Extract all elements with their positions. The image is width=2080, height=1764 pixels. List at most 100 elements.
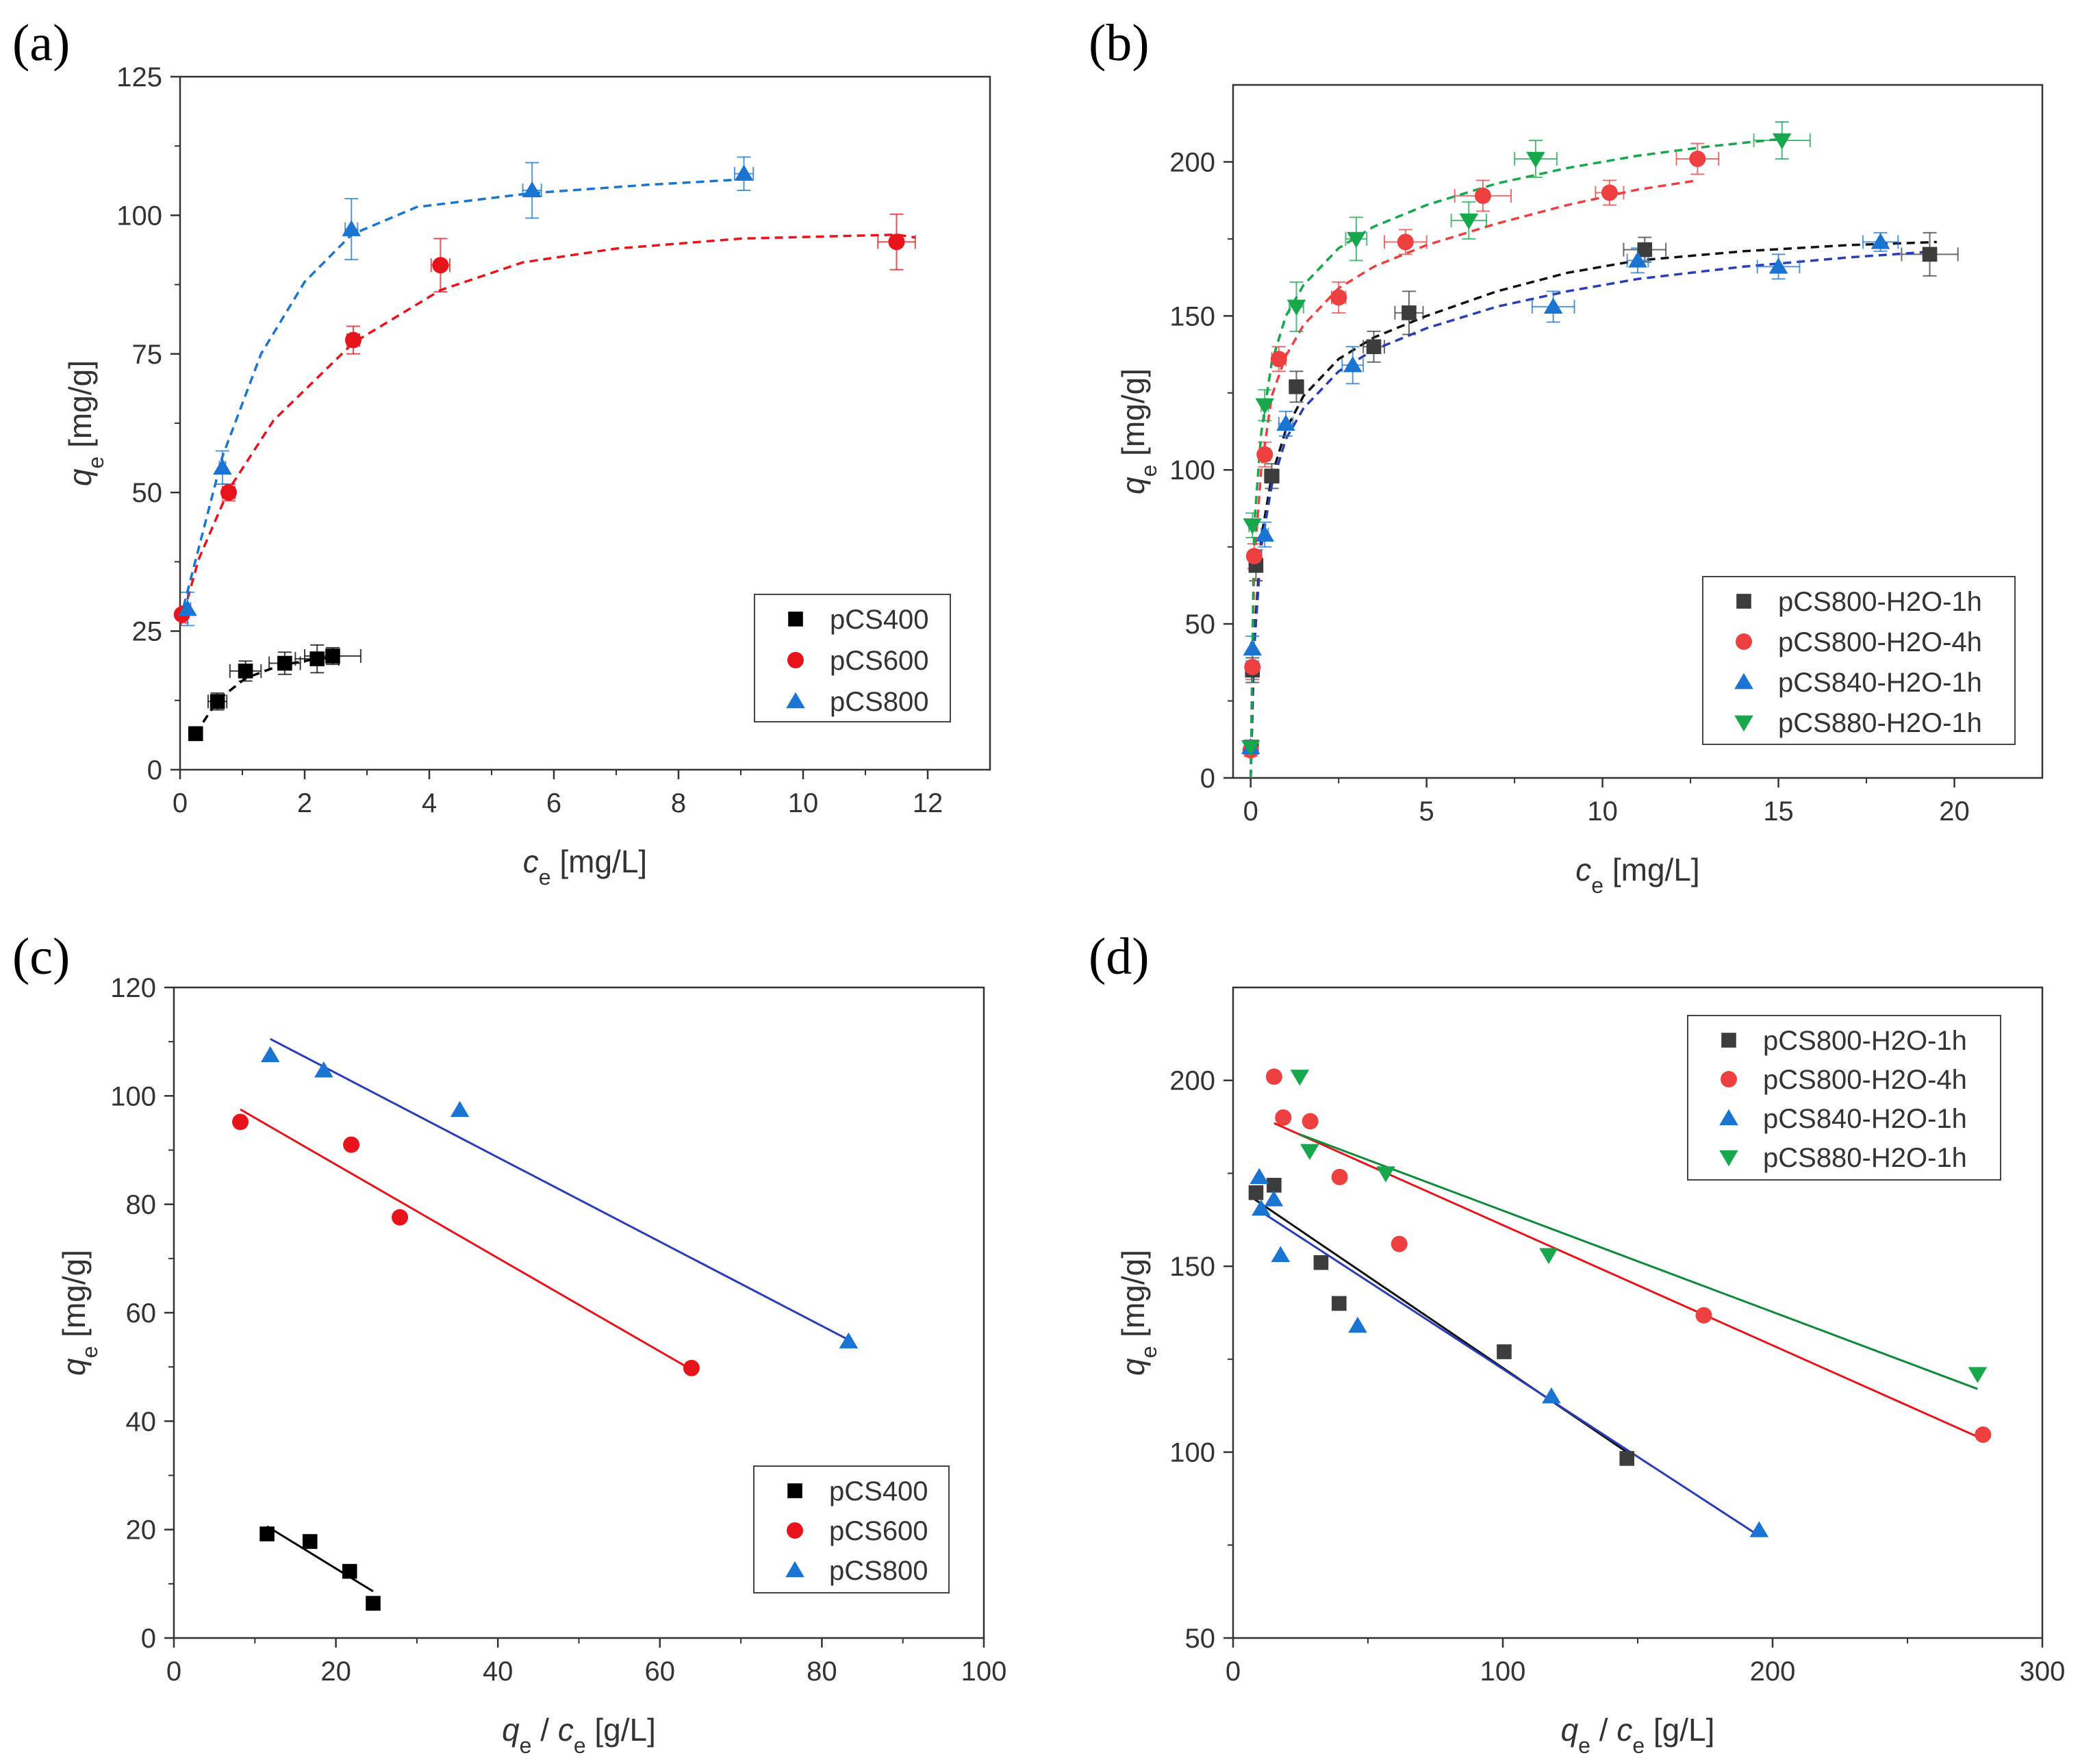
data-point-pCS880-H2O-1h bbox=[1300, 1144, 1319, 1161]
data-point-pCS600 bbox=[343, 1136, 360, 1153]
legend-marker-pCS880-H2O-1h bbox=[1719, 1150, 1738, 1167]
data-point-pCS800-H2O-1h bbox=[1366, 339, 1382, 355]
x-tick-label: 6 bbox=[546, 788, 561, 818]
y-tick-label: 75 bbox=[132, 340, 163, 370]
y-axis-title: qe [mg/g] bbox=[1115, 1250, 1161, 1376]
y-tick-label: 0 bbox=[1200, 764, 1215, 794]
data-point-pCS800-H2O-1h bbox=[1637, 242, 1653, 257]
data-point-pCS880-H2O-1h bbox=[1255, 398, 1275, 414]
y-tick-label: 200 bbox=[1169, 147, 1215, 177]
y-tick-label: 200 bbox=[1169, 1066, 1215, 1096]
data-point-pCS400 bbox=[302, 1534, 318, 1549]
data-point-pCS880-H2O-1h bbox=[1241, 740, 1260, 757]
data-point-pCS840-H2O-1h bbox=[1870, 233, 1890, 249]
legend-label: pCS600 bbox=[830, 646, 929, 676]
legend-box bbox=[1702, 576, 2016, 745]
x-tick-label: 10 bbox=[1587, 796, 1618, 827]
data-point-pCS800-H2O-1h bbox=[1922, 247, 1938, 262]
x-tick-label: 200 bbox=[1750, 1656, 1796, 1687]
legend: pCS400 pCS600 pCS800 bbox=[754, 594, 951, 722]
legend: pCS800-H2O-1h pCS800-H2O-4h pCS840-H2O-1h p… bbox=[1702, 576, 2016, 745]
data-point-pCS800-H2O-1h bbox=[1332, 1296, 1347, 1311]
data-point-pCS840-H2O-1h bbox=[1749, 1521, 1769, 1537]
x-axis-title: ce [mg/L] bbox=[523, 844, 647, 890]
legend-marker-pCS600 bbox=[787, 1522, 803, 1539]
data-point-pCS840-H2O-1h bbox=[1264, 1190, 1284, 1207]
panel-label-a: (a) bbox=[12, 14, 70, 72]
legend-marker-pCS800-H2O-4h bbox=[1721, 1071, 1737, 1087]
legend-marker-pCS840-H2O-1h bbox=[1734, 672, 1753, 690]
legend-marker-pCS880-H2O-1h bbox=[1734, 715, 1753, 732]
y-tick-label: 125 bbox=[116, 62, 162, 92]
legend-label: pCS800 bbox=[830, 687, 929, 717]
y-tick-label: 80 bbox=[126, 1190, 157, 1220]
x-tick-label: 12 bbox=[913, 788, 943, 818]
legend-marker-pCS800-H2O-4h bbox=[1736, 633, 1752, 650]
data-point-pCS840-H2O-1h bbox=[1243, 639, 1263, 656]
fit-line-pCS800-H2O-4h bbox=[1273, 1122, 1983, 1440]
y-tick-label: 150 bbox=[1169, 1252, 1215, 1282]
data-point-pCS600 bbox=[232, 1113, 249, 1131]
chart-d-scatchard: 0 100 200 300 50 100 150 200 qe / ce [g/L] qe [mg… bbox=[1115, 986, 2066, 1758]
legend-marker-pCS600 bbox=[787, 652, 804, 668]
legend-box bbox=[1687, 1015, 2001, 1181]
data-point-pCS800-H2O-4h bbox=[1270, 351, 1287, 368]
legend-label: pCS800-H2O-1h bbox=[1763, 1026, 1967, 1056]
legend-label: pCS600 bbox=[829, 1516, 928, 1546]
y-axis-title: qe [mg/g] bbox=[56, 1250, 102, 1376]
x-tick-label: 8 bbox=[671, 788, 686, 818]
data-point-pCS800-H2O-1h bbox=[1289, 379, 1304, 394]
y-axis-title: qe [mg/g] bbox=[1115, 368, 1161, 494]
legend-label: pCS800 bbox=[829, 1556, 928, 1586]
data-point-pCS800-H2O-1h bbox=[1313, 1255, 1329, 1270]
data-point-pCS880-H2O-1h bbox=[1290, 1070, 1310, 1086]
data-point-pCS840-H2O-1h bbox=[1252, 1199, 1271, 1216]
legend-label: pCS800-H2O-1h bbox=[1778, 587, 1982, 617]
y-tick-label: 60 bbox=[126, 1298, 157, 1328]
x-axis-title: qe / ce [g/L] bbox=[1561, 1712, 1715, 1758]
y-tick-label: 0 bbox=[141, 1624, 156, 1654]
x-axis-title: qe / ce [g/L] bbox=[502, 1712, 656, 1758]
x-tick-label: 0 bbox=[1243, 796, 1258, 827]
x-tick-label: 15 bbox=[1763, 796, 1794, 827]
data-point-pCS880-H2O-1h bbox=[1286, 299, 1306, 316]
legend-marker-pCS800-H2O-1h bbox=[1721, 1033, 1736, 1048]
y-tick-label: 100 bbox=[1169, 455, 1215, 486]
legend-box bbox=[754, 594, 951, 722]
x-tick-label: 60 bbox=[645, 1656, 676, 1687]
x-tick-label: 300 bbox=[2020, 1656, 2066, 1687]
x-tick-label: 80 bbox=[807, 1656, 837, 1687]
legend-label: pCS800-H2O-4h bbox=[1778, 627, 1982, 657]
data-point-pCS800-H2O-1h bbox=[1497, 1344, 1512, 1359]
plot-frame bbox=[1232, 84, 2044, 779]
y-tick-label: 100 bbox=[116, 201, 162, 231]
data-point-pCS800-H2O-4h bbox=[1265, 1068, 1282, 1085]
data-point-pCS880-H2O-1h bbox=[1459, 213, 1479, 230]
data-point-pCS840-H2O-1h bbox=[1543, 297, 1563, 314]
data-point-pCS800-H2O-4h bbox=[1302, 1113, 1319, 1130]
x-tick-label: 20 bbox=[320, 1656, 351, 1687]
x-tick-label: 100 bbox=[1480, 1656, 1526, 1687]
y-tick-label: 150 bbox=[1169, 301, 1215, 331]
data-point-pCS800-H2O-4h bbox=[1689, 150, 1706, 167]
data-point-pCS800-H2O-1h bbox=[1267, 1178, 1282, 1193]
data-point-pCS880-H2O-1h bbox=[1539, 1248, 1558, 1265]
data-point-pCS800 bbox=[314, 1061, 333, 1078]
data-point-pCS600 bbox=[432, 257, 449, 274]
x-tick-label: 4 bbox=[422, 788, 437, 818]
x-tick-label: 20 bbox=[1939, 796, 1970, 827]
data-point-pCS400 bbox=[188, 726, 203, 742]
legend-marker-pCS400 bbox=[787, 1483, 802, 1498]
panel-label-b: (b) bbox=[1089, 14, 1150, 72]
legend-marker-pCS800 bbox=[785, 1561, 804, 1578]
y-tick-label: 20 bbox=[126, 1515, 157, 1546]
legend-label: pCS880-H2O-1h bbox=[1763, 1143, 1967, 1173]
y-tick-label: 50 bbox=[1185, 609, 1216, 640]
data-point-pCS800 bbox=[213, 458, 232, 475]
plot-area bbox=[1254, 1122, 1983, 1537]
data-point-pCS800 bbox=[839, 1332, 859, 1349]
y-tick-label: 120 bbox=[110, 973, 156, 1003]
data-point-pCS600 bbox=[392, 1209, 409, 1226]
legend-label: pCS400 bbox=[829, 1476, 928, 1507]
